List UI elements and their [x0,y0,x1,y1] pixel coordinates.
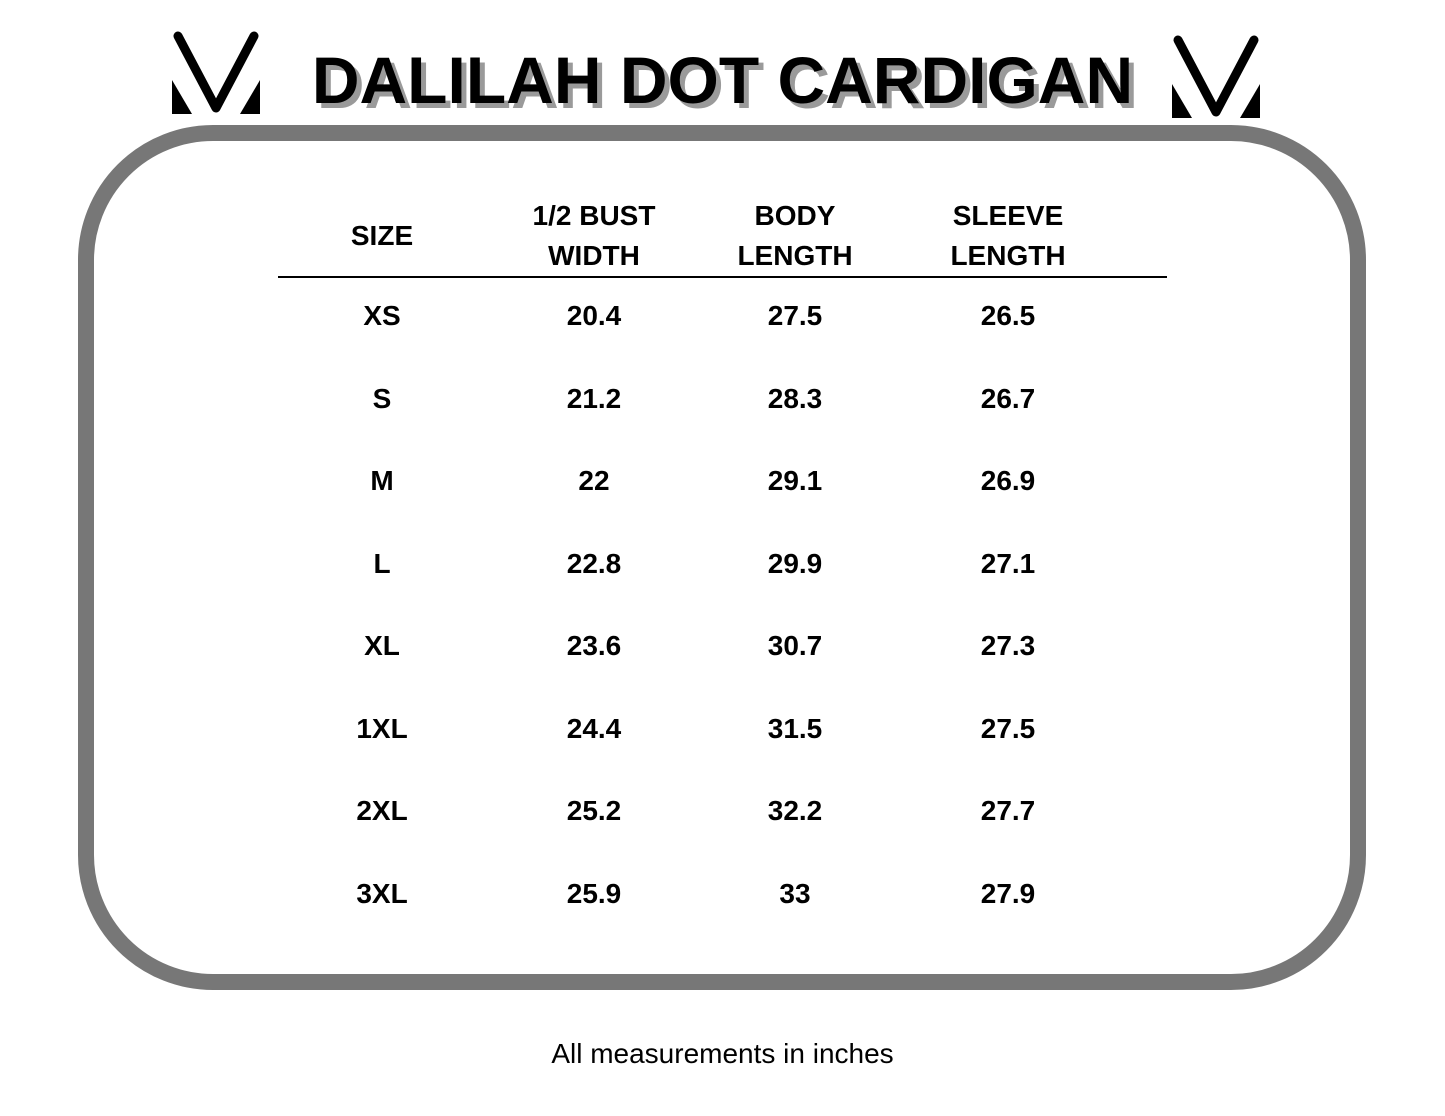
header-divider [278,276,1167,278]
size-cell: XS [363,300,401,331]
measurement-cell: 27.9 [980,877,1036,909]
column-header-line: WIDTH [548,240,640,271]
measurement-cell: 29.1 [767,465,823,496]
measurement-cell: 27.5 [767,300,823,331]
measurement-cell: 26.7 [980,382,1036,414]
measurement-cell: 23.6 [566,630,622,661]
column-header-line: BODY [754,200,836,231]
column-header-line: SLEEVE [952,200,1064,231]
measurement-cell: 27.7 [980,795,1036,826]
v-logo-icon [172,31,260,114]
column-header-line: LENGTH [737,240,853,271]
column-header: BODY LENGTH [737,196,852,276]
footnote: All measurements in inches [551,1038,894,1069]
measurement-cell: 21.2 [566,382,622,414]
size-cell: 1XL [356,712,408,744]
measurement-cell: 27.5 [980,712,1036,744]
measurement-cell: 30.7 [767,630,823,661]
size-cell: 3XL [356,877,408,909]
size-cell: S [372,382,392,414]
measurement-cell: 26.5 [980,300,1036,331]
size-chart-frame [78,125,1366,990]
measurement-cell: 24.4 [566,712,622,744]
column-header: SLEEVE LENGTH [950,196,1065,276]
size-cell: XL [364,630,400,661]
measurement-cell: 31.5 [767,712,823,744]
page-title: DALILAH DOT CARDIGAN [311,43,1134,117]
measurement-cell: 32.2 [767,795,823,826]
measurement-cell: 33 [779,877,811,909]
measurement-cell: 20.4 [566,300,622,331]
column-header: SIZE [351,216,413,256]
measurement-cell: 22 [578,465,610,496]
measurement-cell: 22.8 [566,547,622,579]
v-logo-icon [1172,35,1260,118]
measurement-cell: 27.3 [980,630,1036,661]
measurement-cell: 29.9 [767,547,823,579]
measurement-cell: 28.3 [767,382,823,414]
column-header-line: 1/2 BUST [532,200,656,231]
column-header: 1/2 BUST WIDTH [533,196,656,276]
column-header-line: SIZE [350,220,414,251]
measurement-cell: 27.1 [980,547,1036,579]
size-cell: L [373,547,391,579]
measurement-cell: 25.9 [566,877,622,909]
size-cell: M [370,465,394,496]
measurement-cell: 26.9 [980,465,1036,496]
size-cell: 2XL [356,795,408,826]
column-header-line: LENGTH [950,240,1066,271]
measurement-cell: 25.2 [566,795,622,826]
